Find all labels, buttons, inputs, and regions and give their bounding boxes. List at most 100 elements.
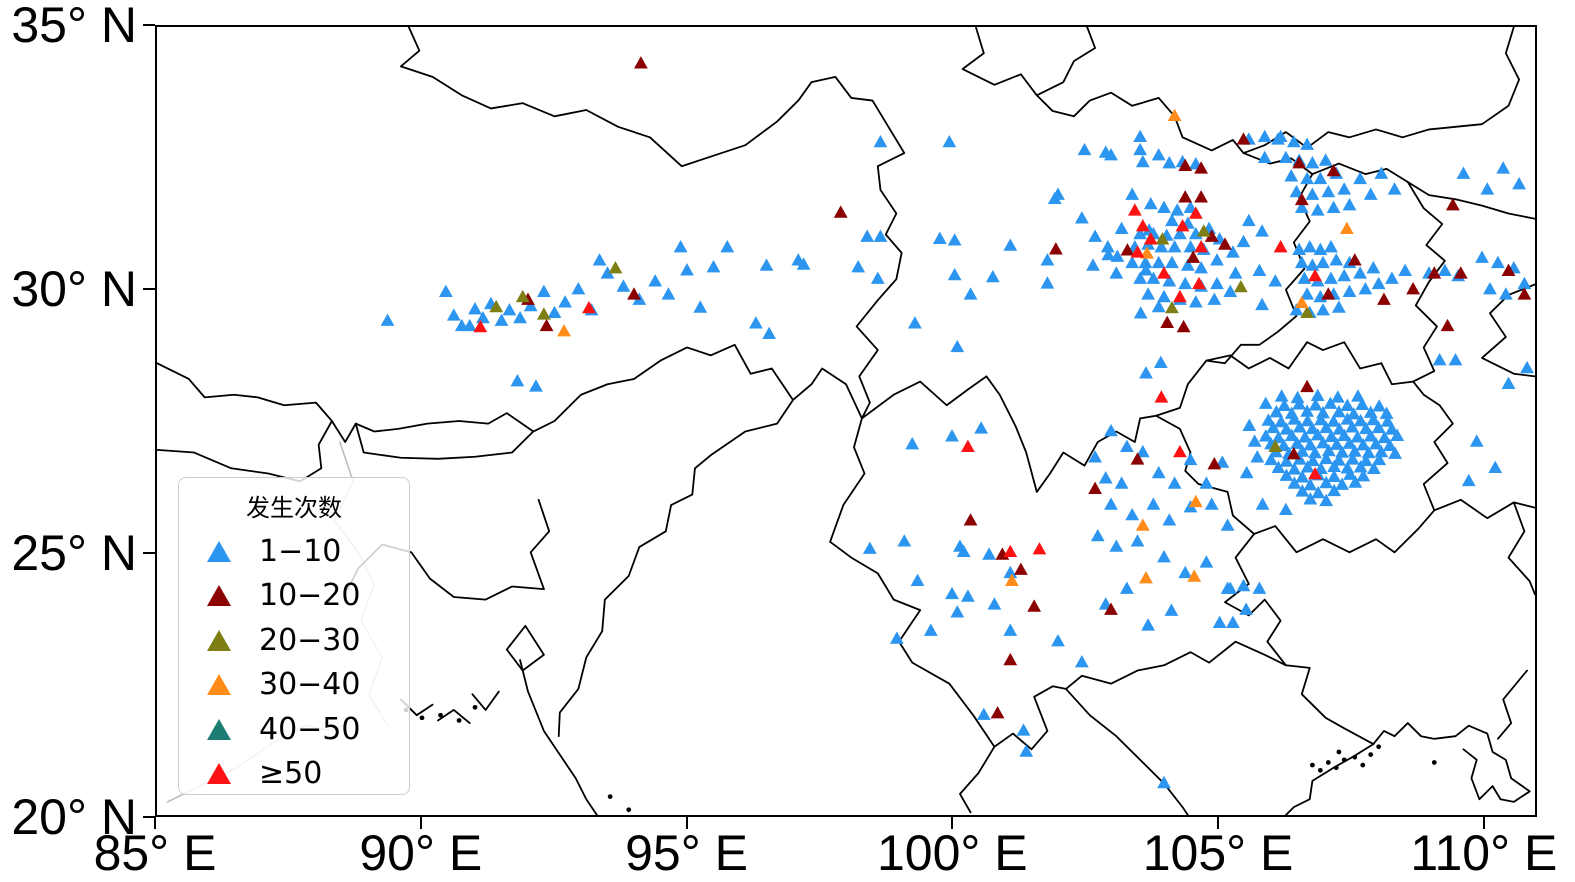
data-point-triangle-1-10 <box>1274 414 1289 428</box>
data-point-triangle-1-10 <box>1348 475 1363 488</box>
data-point-triangle-1-10 <box>1277 398 1292 412</box>
data-point-triangle-1-10 <box>1257 150 1272 164</box>
island-dot <box>456 718 462 723</box>
data-point-triangle-1-10 <box>873 229 888 242</box>
data-point-triangle-1-10 <box>1133 142 1148 156</box>
data-point-triangle-10-20 <box>1176 319 1191 333</box>
data-point-triangle-1-10 <box>1438 263 1452 277</box>
data-point-triangle-1-10 <box>1183 240 1198 253</box>
data-point-triangle-1-10 <box>680 263 694 276</box>
data-point-triangle-1-10 <box>961 589 975 602</box>
island-dot <box>1333 765 1339 771</box>
y-tick-label: 20° N <box>11 789 137 845</box>
data-point-triangle-1-10 <box>1345 420 1360 433</box>
data-point-triangle-1-10 <box>1101 247 1116 261</box>
data-point-triangle-1-10 <box>494 313 509 326</box>
data-point-triangle-1-10 <box>1340 398 1355 412</box>
province-border-line <box>520 660 597 815</box>
data-point-triangle-1-10 <box>1377 430 1392 444</box>
data-point-triangle-1-10 <box>1151 255 1166 269</box>
data-point-triangle-1-10 <box>1040 253 1055 266</box>
data-point-triangle-1-10 <box>1520 360 1534 374</box>
island-dot <box>626 807 632 813</box>
legend-triangle-icon <box>207 718 231 740</box>
data-point-triangle-1-10 <box>910 573 925 586</box>
data-point-triangle-1-10 <box>1104 497 1118 510</box>
data-point-triangle-1-10 <box>693 300 708 313</box>
x-tick-label: 85° E <box>93 825 217 881</box>
data-point-triangle->=50 <box>1143 232 1158 245</box>
data-point-triangle-1-10 <box>1374 444 1389 458</box>
data-point-triangle-1-10 <box>1242 418 1257 431</box>
data-point-triangle-1-10 <box>1300 137 1314 150</box>
data-point-triangle-1-10 <box>1287 412 1302 425</box>
data-point-triangle-1-10 <box>1432 352 1447 366</box>
data-point-triangle-1-10 <box>1319 475 1334 489</box>
data-point-triangle-1-10 <box>1146 497 1161 510</box>
data-point-triangle-1-10 <box>1157 549 1171 563</box>
legend-item-label: 20−30 <box>259 622 361 658</box>
data-point-triangle->=50 <box>1308 466 1322 480</box>
legend-item-label: 10−20 <box>259 578 361 614</box>
data-point-triangle-1-10 <box>950 605 965 618</box>
data-point-triangle-30-40 <box>1139 570 1153 584</box>
legend-item: 20−30 <box>179 618 409 663</box>
data-point-triangle-1-10 <box>1356 438 1371 451</box>
data-point-triangle-1-10 <box>1324 240 1338 253</box>
data-point-triangle-1-10 <box>1133 306 1148 319</box>
legend-item: ≥50 <box>179 752 409 797</box>
data-point-triangle-1-10 <box>1003 238 1018 251</box>
island-dot <box>1431 760 1437 765</box>
data-point-triangle-1-10 <box>956 544 971 558</box>
data-point-triangle-1-10 <box>1178 565 1193 579</box>
data-point-triangle-1-10 <box>1488 460 1503 474</box>
data-point-triangle-1-10 <box>1125 187 1140 200</box>
data-point-triangle-1-10 <box>1051 634 1065 647</box>
data-point-triangle-1-10 <box>1353 460 1368 473</box>
data-point-triangle-10-20 <box>1104 602 1118 615</box>
data-point-triangle-1-10 <box>1343 467 1357 480</box>
data-point-triangle-1-10 <box>1342 436 1357 449</box>
province-border-line <box>960 747 994 813</box>
data-point-triangle-1-10 <box>1337 182 1352 195</box>
x-tickmark <box>685 817 688 829</box>
x-tickmark <box>1217 817 1220 829</box>
data-point-triangle-1-10 <box>1323 396 1338 409</box>
data-point-triangle-1-10 <box>1385 271 1399 284</box>
data-point-triangle-1-10 <box>1220 518 1235 531</box>
data-point-triangle-1-10 <box>1279 502 1293 516</box>
data-point-triangle-1-10 <box>1255 224 1269 237</box>
data-point-triangle-1-10 <box>1178 276 1193 290</box>
data-point-triangle-1-10 <box>1346 407 1361 420</box>
data-point-triangle-1-10 <box>1241 213 1256 227</box>
data-point-triangle-1-10 <box>616 279 631 292</box>
y-tick-label: 35° N <box>11 0 137 53</box>
legend-triangle-icon <box>207 585 231 607</box>
data-point-triangle->=50 <box>1308 268 1322 282</box>
data-point-triangle-1-10 <box>1273 129 1288 143</box>
data-point-triangle-1-10 <box>1271 430 1286 444</box>
data-point-triangle-1-10 <box>1284 428 1299 441</box>
data-point-triangle-1-10 <box>1306 453 1320 467</box>
x-tickmark <box>154 817 157 829</box>
data-point-triangle-1-10 <box>1183 452 1198 466</box>
data-point-triangle->=50 <box>1273 240 1288 253</box>
data-point-triangle-1-10 <box>592 253 607 266</box>
data-point-triangle-1-10 <box>1143 196 1158 210</box>
data-point-triangle-1-10 <box>1142 223 1157 236</box>
data-point-triangle-1-10 <box>1350 430 1365 443</box>
data-point-triangle-1-10 <box>1100 240 1115 253</box>
data-point-triangle-1-10 <box>1469 434 1484 447</box>
legend-triangle-icon <box>207 540 231 562</box>
x-tick-label: 100° E <box>876 825 1028 881</box>
x-tickmark <box>419 817 422 829</box>
province-border-line <box>356 424 534 459</box>
data-point-triangle-1-10 <box>1120 581 1134 594</box>
data-point-triangle-1-10 <box>1258 429 1273 442</box>
data-point-triangle-1-10 <box>1141 287 1155 300</box>
province-border-line <box>1509 502 1536 594</box>
data-point-triangle-1-10 <box>873 134 888 148</box>
data-point-triangle-1-10 <box>1133 129 1148 143</box>
x-tick-label: 110° E <box>1410 825 1558 881</box>
data-point-triangle-1-10 <box>1151 465 1166 479</box>
